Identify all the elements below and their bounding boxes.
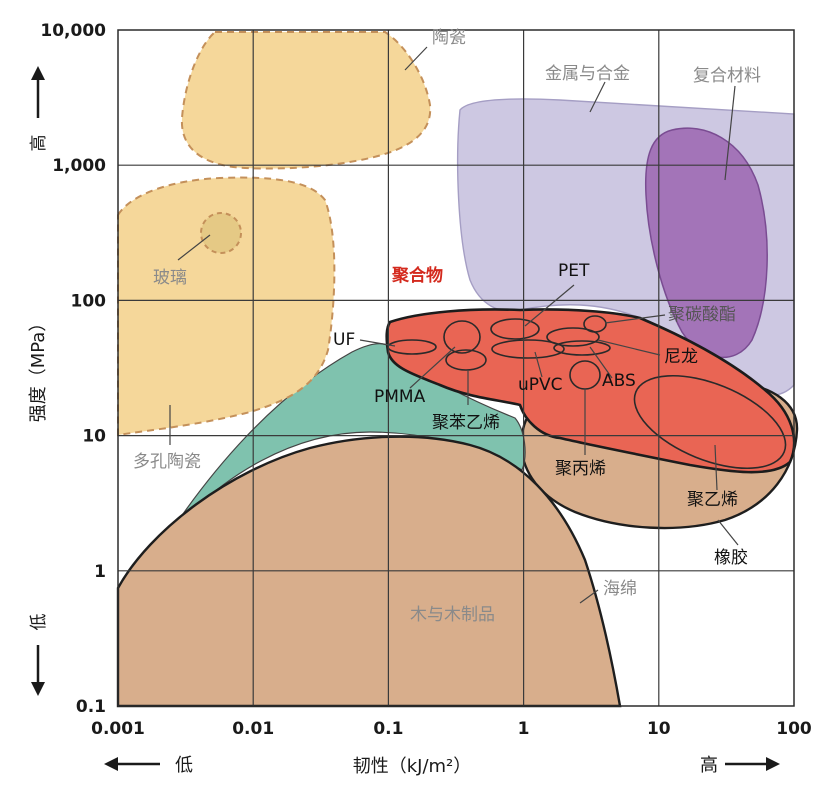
y-down-arrow-icon (31, 645, 45, 696)
label-polymers-group: 聚合物 (391, 265, 443, 286)
label-wood: 木与木制品 (410, 605, 495, 625)
ellipse-pe (633, 374, 787, 470)
leader-metals (589, 81, 606, 113)
y-up-arrow-icon (31, 66, 45, 118)
regions-layer (116, 31, 799, 708)
leader-pc (604, 314, 666, 324)
y-high-label: 高 (29, 135, 49, 152)
ellipse-nylon-a (546, 327, 600, 347)
x-tick-labels: 0.001 0.01 0.1 1 10 100 (91, 719, 812, 739)
leader-nylon (597, 339, 661, 356)
leader-pet (524, 284, 575, 327)
y-tick-label: 10 (82, 427, 106, 447)
label-polystyrene: 聚苯乙烯 (432, 413, 500, 433)
label-metals: 金属与合金 (545, 64, 630, 84)
polymer-labels: 聚合物 UF PMMA 聚苯乙烯 PET uPVC 聚碳酸酯 尼龙 ABS 聚丙… (333, 261, 748, 568)
leader-pmma (409, 346, 456, 389)
x-tick-label: 10 (647, 719, 671, 739)
region-ceramics (180, 31, 432, 170)
y-tick-label: 0.1 (76, 697, 106, 717)
leader-abs (589, 346, 613, 379)
region-glass (200, 212, 242, 254)
label-pc: 聚碳酸酯 (668, 305, 736, 325)
region-labels: 陶瓷 金属与合金 复合材料 玻璃 多孔陶瓷 木与木制品 海绵 (133, 28, 761, 625)
label-leaders (169, 46, 739, 604)
leader-uf (359, 339, 396, 347)
x-tick-label: 1 (518, 719, 530, 739)
leader-ceramics (404, 46, 428, 71)
y-low-label: 低 (29, 614, 49, 631)
leader-upvc (534, 351, 543, 378)
label-upvc: uPVC (518, 375, 563, 395)
ellipse-pc (583, 315, 607, 333)
grid-layer (118, 30, 794, 706)
x-tick-label: 0.01 (232, 719, 274, 739)
leader-rubber (717, 519, 739, 546)
label-ceramics: 陶瓷 (432, 28, 466, 48)
ellipse-upvc (491, 339, 565, 359)
y-tick-label: 1 (94, 562, 106, 582)
y-tick-labels: 0.1 1 10 100 1,000 10,000 (40, 21, 106, 717)
ellipse-polystyrene (445, 349, 487, 371)
label-uf: UF (333, 330, 355, 350)
label-pp: 聚丙烯 (555, 459, 606, 479)
plot-frame (117, 29, 795, 707)
x-axis-title: 韧性（kJ/m²） (353, 756, 472, 777)
label-nylon: 尼龙 (664, 347, 698, 367)
x-tick-label: 0.001 (91, 719, 145, 739)
label-composites: 复合材料 (693, 66, 761, 86)
label-porous-ceramics: 多孔陶瓷 (133, 452, 201, 472)
label-pmma: PMMA (374, 387, 426, 407)
x-right-arrow-icon (725, 757, 780, 771)
x-tick-label: 100 (776, 719, 812, 739)
label-sponge: 海绵 (603, 579, 637, 599)
ellipse-nylon-b (553, 340, 611, 356)
label-pe: 聚乙烯 (687, 490, 738, 510)
region-porous-ceramics (117, 176, 336, 437)
y-tick-label: 10,000 (40, 21, 106, 41)
ellipse-pet (490, 318, 540, 340)
x-tick-label: 0.1 (373, 719, 403, 739)
leader-glass (177, 234, 211, 261)
label-rubber: 橡胶 (714, 548, 748, 568)
y-axis-title: 强度（MPa） (28, 314, 49, 423)
y-tick-label: 100 (71, 291, 107, 311)
ellipse-pmma (443, 320, 481, 354)
label-abs: ABS (602, 371, 636, 391)
region-polymers (385, 308, 796, 474)
x-low-label: 低 (175, 755, 193, 776)
leader-composites (724, 85, 736, 181)
leader-pe (714, 444, 718, 491)
x-left-arrow-icon (104, 757, 160, 771)
x-high-label: 高 (700, 755, 718, 776)
leader-sponge (579, 589, 599, 604)
label-pet: PET (558, 261, 590, 281)
label-glass: 玻璃 (153, 268, 187, 288)
y-tick-label: 1,000 (52, 156, 106, 176)
